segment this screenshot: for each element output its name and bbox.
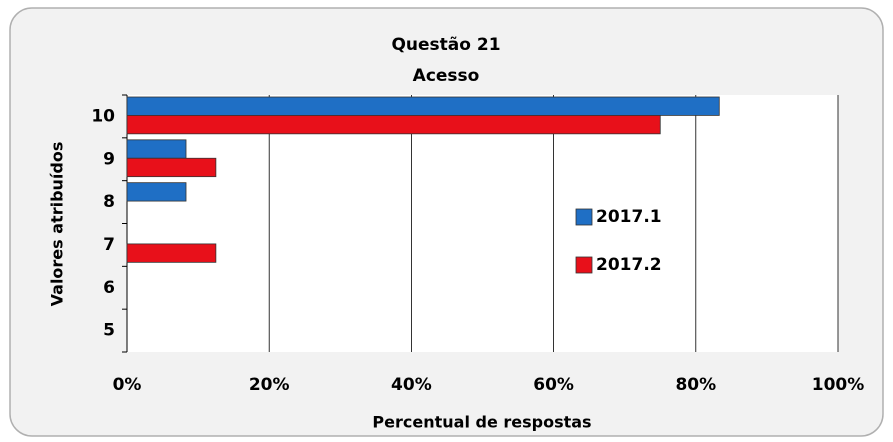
bar <box>126 182 187 202</box>
x-tick-label: 80% <box>675 375 716 395</box>
bar <box>126 96 720 116</box>
bar <box>126 139 187 159</box>
y-tick-label: 9 <box>103 149 115 169</box>
y-tick-label: 8 <box>103 192 115 212</box>
y-tick-label: 6 <box>103 278 115 298</box>
chart-title: Questão 21 <box>391 35 500 55</box>
y-tick-label: 5 <box>103 321 115 341</box>
legend-label: 2017.2 <box>596 255 662 275</box>
bar <box>126 157 217 178</box>
legend-swatch <box>575 208 593 226</box>
y-axis-label: Valores atribuídos <box>48 142 67 307</box>
x-tick-label: 60% <box>533 375 574 395</box>
x-tick-label: 100% <box>812 375 865 395</box>
plot-area <box>127 95 838 352</box>
x-tick-label: 0% <box>113 375 142 395</box>
y-tick-label: 10 <box>91 106 115 126</box>
bar <box>126 243 217 263</box>
legend-label: 2017.1 <box>596 207 662 227</box>
y-tick-label: 7 <box>103 235 115 255</box>
x-axis-label: Percentual de respostas <box>372 413 591 432</box>
x-tick-label: 40% <box>391 375 432 395</box>
x-tick-label: 20% <box>249 375 290 395</box>
chart-subtitle: Acesso <box>413 66 480 86</box>
bar <box>126 115 661 135</box>
legend-swatch <box>575 256 593 274</box>
